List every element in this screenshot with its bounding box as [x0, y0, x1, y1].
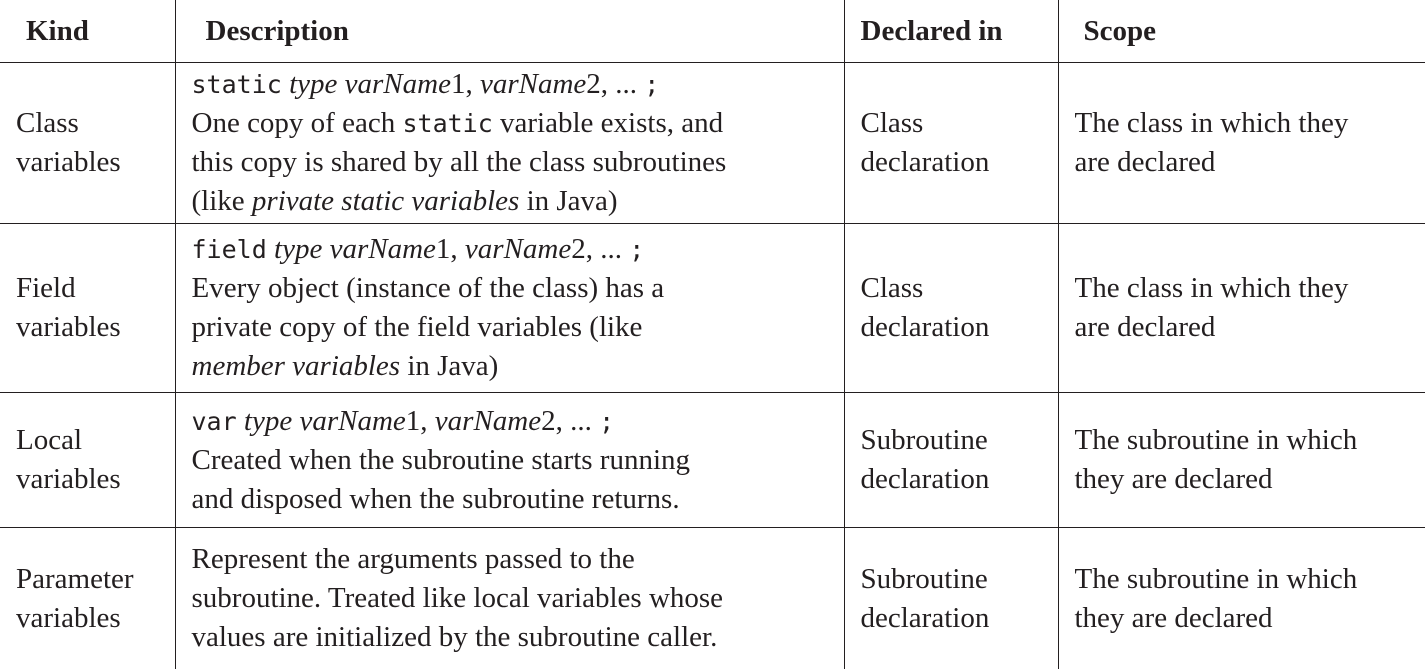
scope-line: The subroutine in which — [1075, 421, 1414, 460]
description-cell: static type varName1, varName2, ... ; On… — [175, 63, 844, 224]
syntax-line: var type varName1, varName2, ... ; — [192, 402, 832, 441]
syntax-semicolon: ; — [629, 235, 644, 264]
syntax-text: 2, ... — [541, 405, 599, 437]
syntax-text: 2, ... — [586, 68, 644, 100]
syntax-type: type — [237, 405, 293, 437]
description-cell: field type varName1, varName2, ... ; Eve… — [175, 224, 844, 393]
header-declared-in: Declared in — [844, 0, 1058, 63]
syntax-semicolon: ; — [599, 407, 614, 436]
description-text: in Java) — [400, 350, 498, 382]
syntax-name: varName — [345, 68, 451, 100]
declared-in-line: Class — [861, 104, 1046, 143]
description-cell: var type varName1, varName2, ... ; Creat… — [175, 393, 844, 528]
declared-in-line: Subroutine — [861, 421, 1046, 460]
description-line: Every object (instance of the class) has… — [192, 269, 832, 308]
kind-line: variables — [16, 143, 163, 182]
syntax-line: field type varName1, varName2, ... ; — [192, 230, 832, 269]
header-scope: Scope — [1058, 0, 1425, 63]
syntax-name: varName — [330, 233, 436, 265]
syntax-name: varName — [299, 405, 405, 437]
kind-cell: Class variables — [0, 63, 175, 224]
syntax-keyword: field — [192, 235, 267, 264]
syntax-line: static type varName1, varName2, ... ; — [192, 65, 832, 104]
header-row: Kind Description Declared in Scope — [0, 0, 1425, 63]
scope-cell: The subroutine in which they are declare… — [1058, 393, 1425, 528]
kind-line: Class — [16, 104, 163, 143]
kind-cell: Local variables — [0, 393, 175, 528]
table-row: Parameter variables Represent the argume… — [0, 528, 1425, 669]
table-row: Local variables var type varName1, varNa… — [0, 393, 1425, 528]
kind-line: Local — [16, 421, 163, 460]
description-emphasis: member variables — [192, 350, 401, 382]
syntax-type: type — [267, 233, 323, 265]
declared-in-cell: Subroutine declaration — [844, 393, 1058, 528]
description-line: subroutine. Treated like local variables… — [192, 579, 832, 618]
kind-line: variables — [16, 460, 163, 499]
syntax-type: type — [289, 68, 337, 100]
header-kind: Kind — [0, 0, 175, 63]
kind-line: variables — [16, 599, 163, 638]
declared-in-line: declaration — [861, 308, 1046, 347]
kind-line: Parameter — [16, 560, 163, 599]
description-line: member variables in Java) — [192, 347, 832, 386]
description-text: One copy of each — [192, 107, 403, 139]
description-line: and disposed when the subroutine returns… — [192, 480, 832, 519]
description-code: static — [402, 109, 492, 138]
description-line: private copy of the field variables (lik… — [192, 308, 832, 347]
scope-line: are declared — [1075, 308, 1414, 347]
declared-in-line: Subroutine — [861, 560, 1046, 599]
description-line: this copy is shared by all the class sub… — [192, 143, 832, 182]
syntax-text: 2, ... — [571, 233, 629, 265]
scope-line: they are declared — [1075, 599, 1414, 638]
scope-line: The subroutine in which — [1075, 560, 1414, 599]
description-line: Represent the arguments passed to the — [192, 540, 832, 579]
declared-in-cell: Subroutine declaration — [844, 528, 1058, 669]
kind-cell: Parameter variables — [0, 528, 175, 669]
syntax-name: varName — [480, 68, 586, 100]
scope-cell: The class in which they are declared — [1058, 63, 1425, 224]
syntax-keyword: static — [192, 70, 282, 99]
description-text: variable exists, and — [493, 107, 723, 139]
syntax-name: varName — [435, 405, 541, 437]
syntax-semicolon: ; — [644, 70, 659, 99]
kind-line: Field — [16, 269, 163, 308]
scope-line: The class in which they — [1075, 269, 1414, 308]
description-line: values are initialized by the subroutine… — [192, 618, 832, 657]
description-text: (like — [192, 185, 252, 217]
description-cell: Represent the arguments passed to the su… — [175, 528, 844, 669]
syntax-keyword: var — [192, 407, 237, 436]
scope-line: The class in which they — [1075, 104, 1414, 143]
kind-line: variables — [16, 308, 163, 347]
description-line: (like private static variables in Java) — [192, 182, 832, 221]
table-row: Field variables field type varName1, var… — [0, 224, 1425, 393]
scope-line: are declared — [1075, 143, 1414, 182]
scope-cell: The subroutine in which they are declare… — [1058, 528, 1425, 669]
declared-in-line: declaration — [861, 599, 1046, 638]
description-line: Created when the subroutine starts runni… — [192, 441, 832, 480]
syntax-text: 1, — [451, 68, 480, 100]
declared-in-line: declaration — [861, 143, 1046, 182]
header-description: Description — [175, 0, 844, 63]
declared-in-line: Class — [861, 269, 1046, 308]
description-emphasis: private static variables — [252, 185, 519, 217]
syntax-text: 1, — [406, 405, 435, 437]
scope-line: they are declared — [1075, 460, 1414, 499]
description-text: in Java) — [519, 185, 617, 217]
syntax-name: varName — [465, 233, 571, 265]
kind-cell: Field variables — [0, 224, 175, 393]
declared-in-cell: Class declaration — [844, 224, 1058, 393]
scope-cell: The class in which they are declared — [1058, 224, 1425, 393]
syntax-text: 1, — [436, 233, 465, 265]
description-line: One copy of each static variable exists,… — [192, 104, 832, 143]
declared-in-cell: Class declaration — [844, 63, 1058, 224]
table-row: Class variables static type varName1, va… — [0, 63, 1425, 224]
declared-in-line: declaration — [861, 460, 1046, 499]
